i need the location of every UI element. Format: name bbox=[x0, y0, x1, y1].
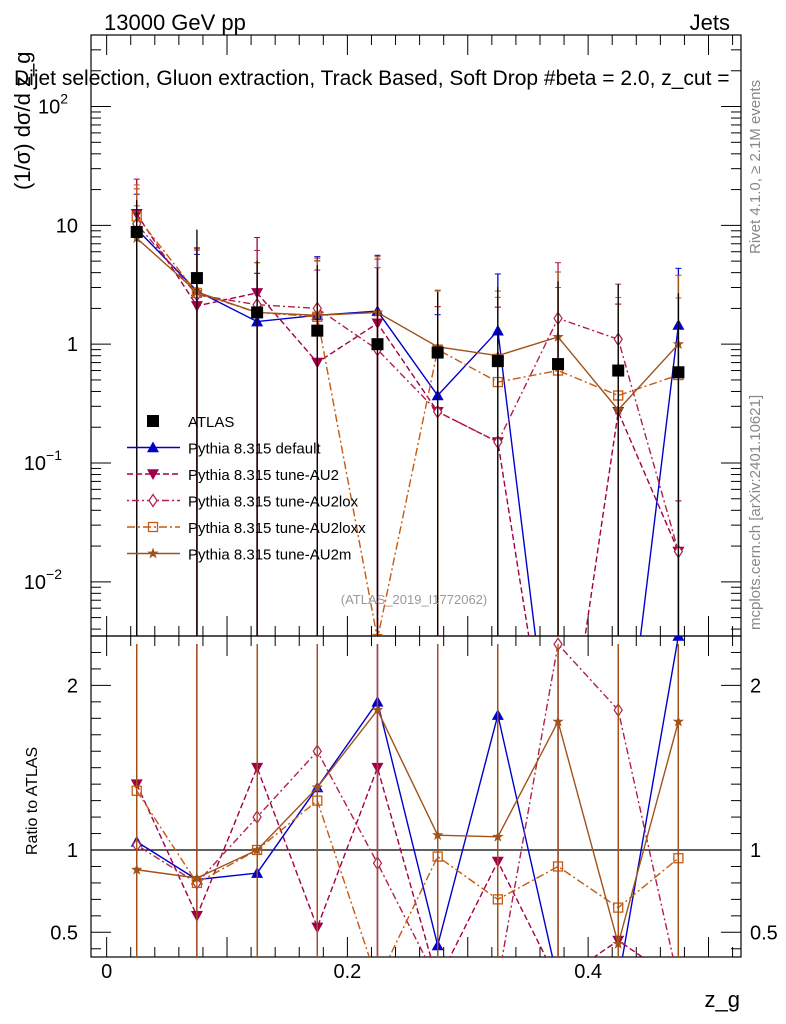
ratio-y-tick-label: 1 bbox=[67, 840, 78, 862]
legend-label: Pythia 8.315 tune-AU2m bbox=[188, 547, 351, 564]
series-line bbox=[136, 213, 680, 636]
axis-labels: (1/σ) dσ/d z_g Ratio to ATLAS z_g bbox=[10, 52, 740, 1012]
ratio-point bbox=[251, 844, 263, 855]
main-y-axis-label: (1/σ) dσ/d z_g bbox=[10, 52, 35, 190]
legend-label: Pythia 8.315 default bbox=[188, 441, 321, 458]
x-tick-label: 0.4 bbox=[574, 961, 602, 983]
ratio-series-2 bbox=[132, 637, 682, 988]
series-line bbox=[136, 223, 680, 552]
atlas-point bbox=[672, 366, 685, 379]
series-atlas bbox=[130, 200, 685, 636]
energy-label: 13000 GeV pp bbox=[104, 10, 246, 35]
ratio-y-tick-label-right: 0.5 bbox=[750, 922, 778, 944]
ratio-line bbox=[136, 708, 680, 947]
ratio-point bbox=[191, 872, 203, 883]
ratio-series-0 bbox=[130, 636, 685, 987]
ratio-y-axis-label: Ratio to ATLAS bbox=[24, 747, 41, 855]
ratio-y-tick-label-right: 2 bbox=[750, 675, 761, 697]
ratio-line bbox=[136, 765, 644, 957]
ratio-panel-frame bbox=[90, 635, 742, 958]
main-series-layer bbox=[130, 178, 685, 636]
atlas-point bbox=[130, 225, 143, 238]
legend-marker bbox=[147, 415, 159, 427]
y-tick-label: 10 bbox=[56, 215, 78, 237]
ratio-point bbox=[311, 781, 323, 793]
ratio-point bbox=[552, 976, 564, 987]
ratio-point bbox=[494, 976, 502, 988]
y-tick-label: 10−1 bbox=[24, 447, 62, 475]
ratio-line bbox=[136, 642, 674, 957]
atlas-point bbox=[491, 355, 504, 368]
ratio-line bbox=[136, 636, 680, 957]
ratio-point bbox=[432, 829, 444, 840]
process-label: Jets bbox=[690, 10, 730, 35]
ratio-point bbox=[434, 976, 442, 988]
ratio-point bbox=[612, 937, 624, 949]
ratio-point bbox=[612, 976, 624, 987]
legend-label: Pythia 8.315 tune-AU2lox bbox=[188, 494, 359, 511]
legend-label: Pythia 8.315 tune-AU2 bbox=[188, 467, 339, 484]
x-tick-label: 0 bbox=[101, 961, 112, 983]
atlas-point bbox=[311, 324, 324, 337]
analysis-id: (ATLAS_2019_I1772062) bbox=[341, 592, 487, 607]
ratio-series-1 bbox=[130, 644, 684, 988]
y-tick-label: 1 bbox=[67, 334, 78, 356]
main-axes: 10−2 10−1 1 10 102 bbox=[24, 34, 741, 630]
atlas-point bbox=[190, 272, 203, 285]
legend-marker bbox=[147, 469, 159, 480]
ratio-axes: 0 0.2 0.4 0.5 0.5 1 1 2 2 bbox=[50, 616, 778, 983]
legend-marker bbox=[147, 521, 159, 533]
ratio-y-tick-label: 2 bbox=[67, 675, 78, 697]
ratio-series-4 bbox=[131, 644, 685, 957]
ratio-y-tick-label: 0.5 bbox=[50, 922, 78, 944]
legend-marker bbox=[148, 493, 158, 508]
ratio-series-3 bbox=[131, 644, 684, 986]
series-line bbox=[136, 228, 680, 636]
y-tick-label: 10−2 bbox=[24, 566, 62, 594]
ratio-point bbox=[552, 977, 564, 988]
rivet-label: Rivet 4.1.0, ≥ 2.1M events bbox=[747, 80, 764, 254]
x-tick-label: 0.2 bbox=[333, 961, 361, 983]
ratio-point bbox=[131, 863, 143, 875]
atlas-point bbox=[552, 358, 565, 371]
ratio-point bbox=[672, 715, 685, 727]
ratio-point bbox=[552, 715, 564, 727]
ratio-point bbox=[432, 977, 444, 988]
atlas-point bbox=[431, 346, 444, 359]
ratio-y-tick-label-right: 1 bbox=[750, 840, 761, 862]
x-axis-label: z_g bbox=[705, 987, 740, 1012]
atlas-point bbox=[612, 364, 625, 377]
legend: ATLAS Pythia 8.315 default Pythia 8.315 tu… bbox=[127, 414, 366, 564]
atlas-point bbox=[371, 338, 384, 351]
ratio-point bbox=[672, 977, 684, 988]
ratio-point bbox=[373, 977, 382, 986]
ratio-point bbox=[492, 830, 504, 842]
legend-label: Pythia 8.315 tune-AU2loxx bbox=[188, 520, 366, 537]
ratio-point bbox=[674, 976, 682, 988]
ratio-series-layer bbox=[130, 636, 685, 988]
selection-title: Dijet selection, Gluon extraction, Track… bbox=[14, 67, 730, 90]
atlas-point bbox=[251, 306, 264, 319]
y-tick-label: 102 bbox=[38, 91, 68, 119]
legend-marker bbox=[147, 547, 159, 559]
ratio-point bbox=[672, 636, 685, 641]
legend-marker bbox=[147, 441, 159, 453]
mcplots-label: mcplots.cern.ch [arXiv:2401.10621] bbox=[747, 395, 764, 630]
legend-label: ATLAS bbox=[188, 414, 234, 431]
ratio-line bbox=[136, 790, 679, 957]
ratio-point bbox=[371, 704, 384, 715]
series-line bbox=[136, 237, 679, 411]
